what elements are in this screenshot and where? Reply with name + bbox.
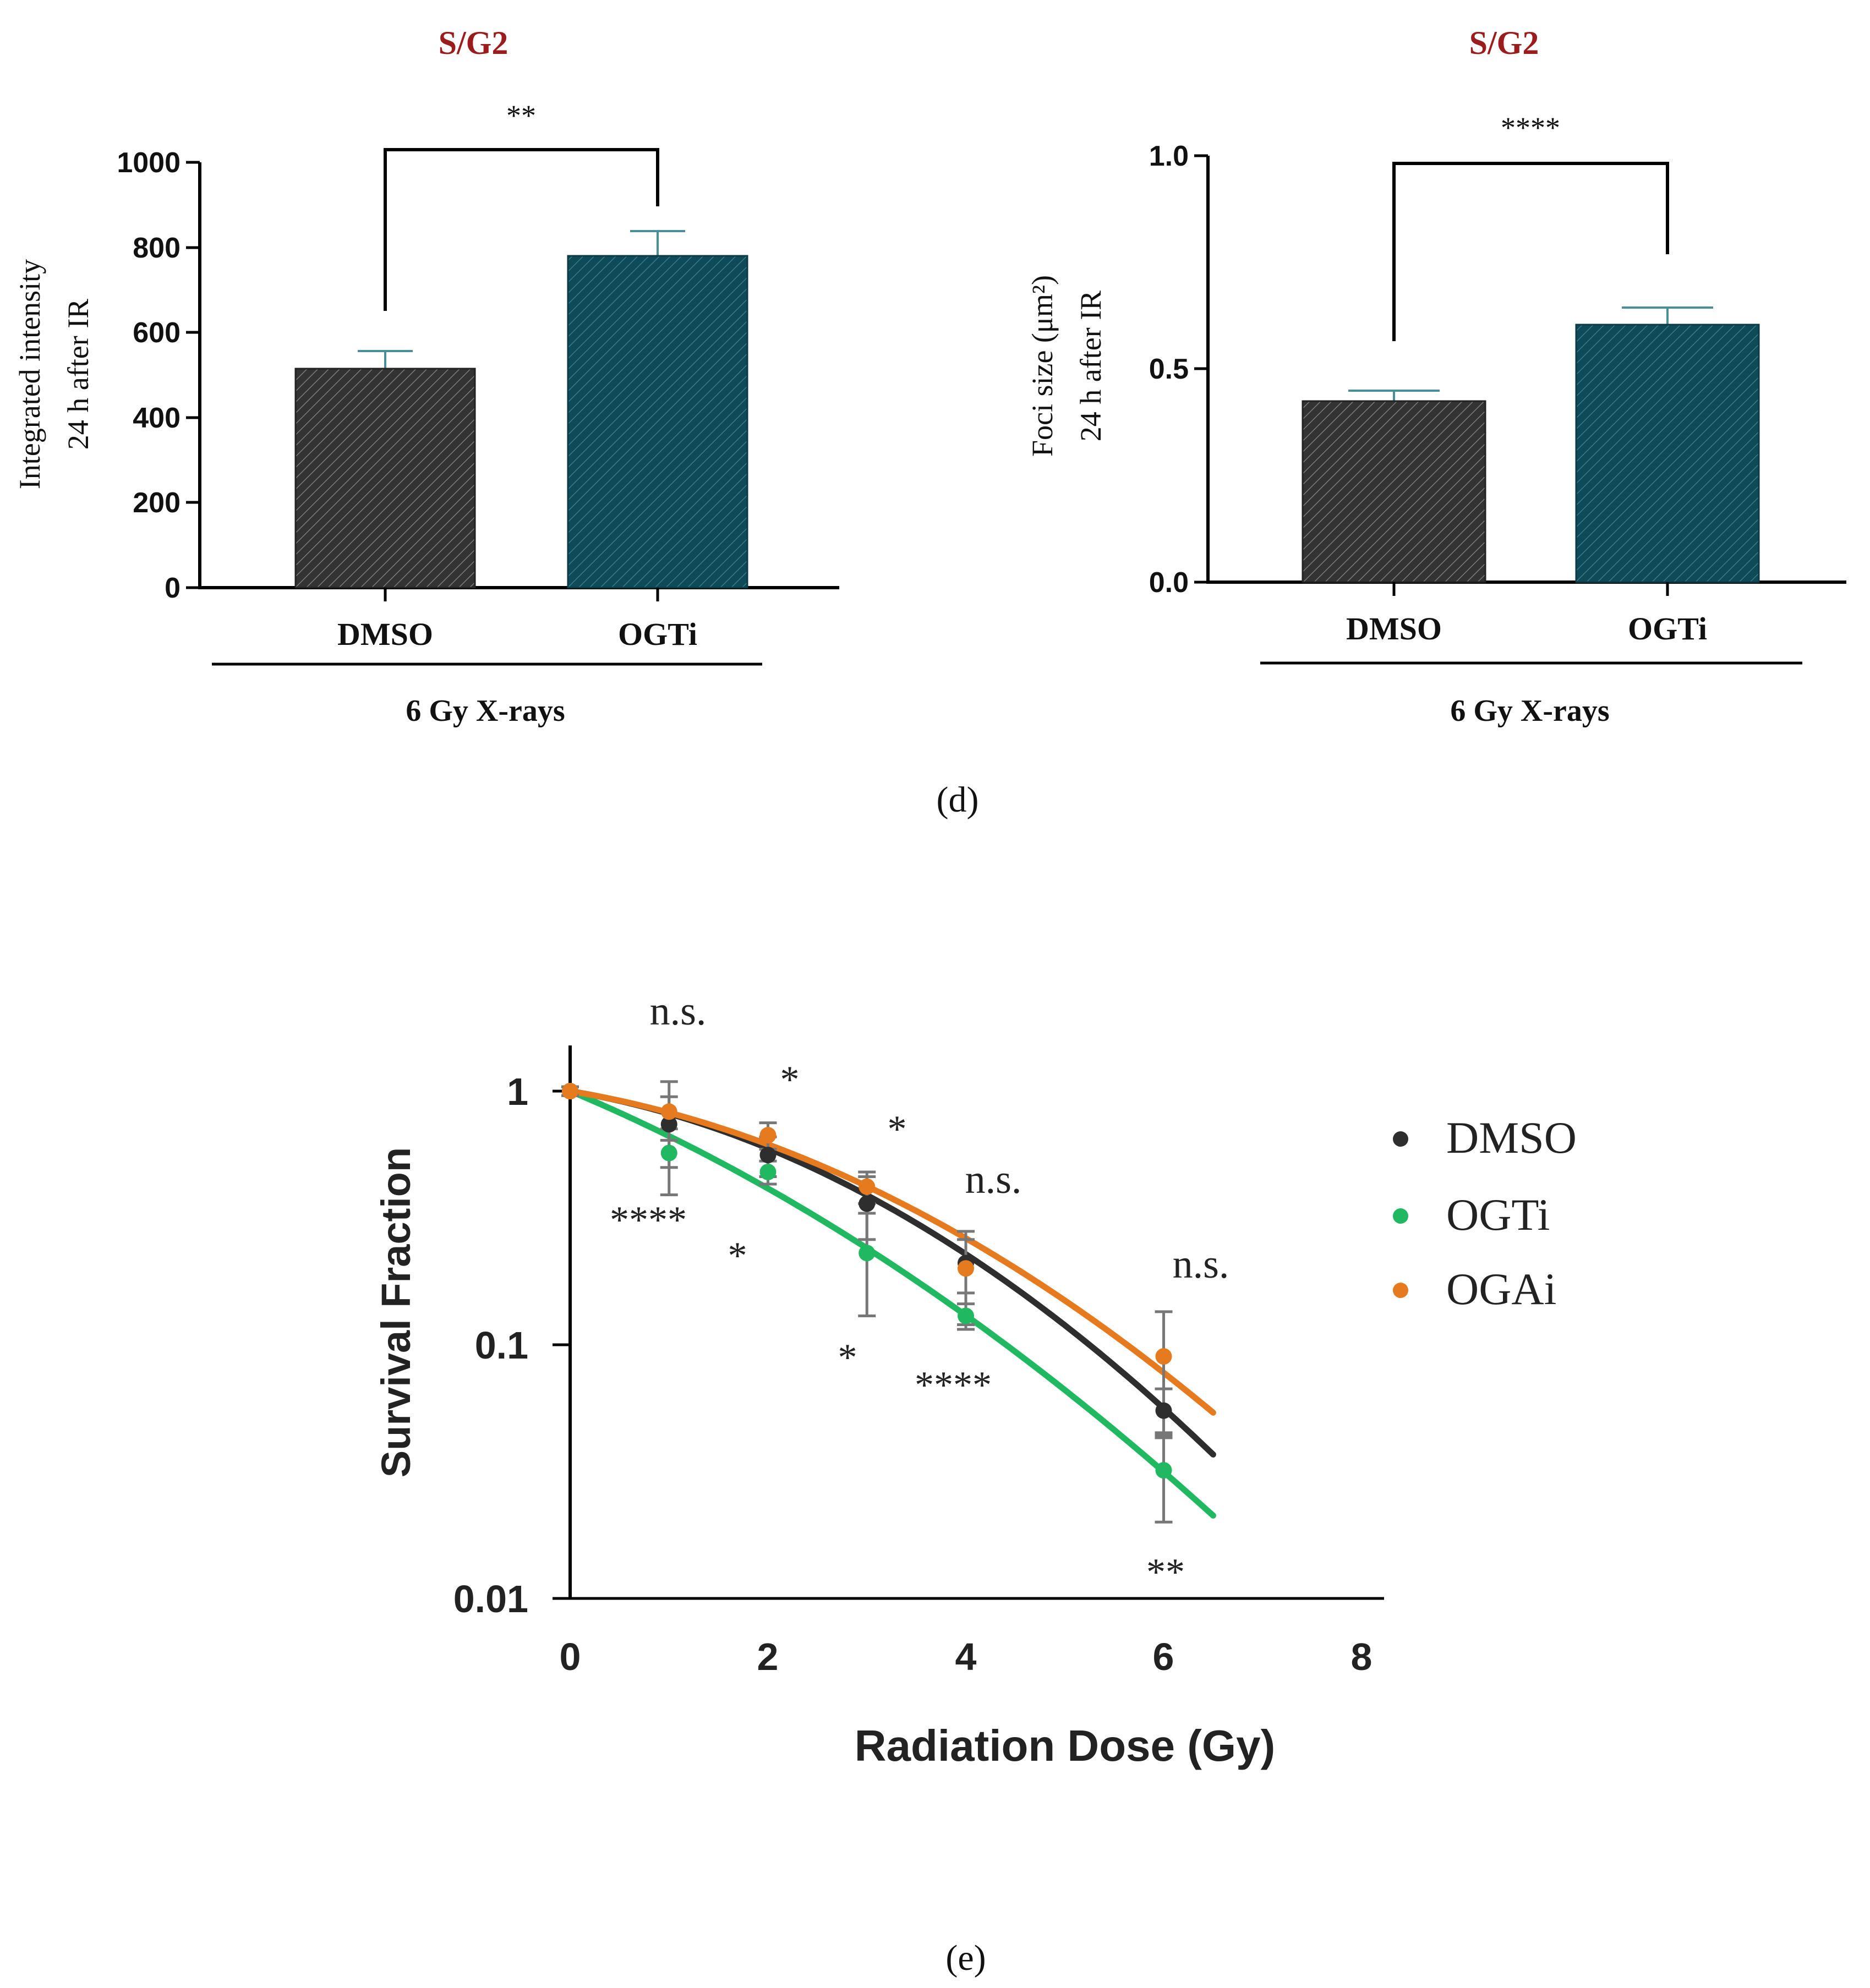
errorbar-ogti — [630, 230, 685, 256]
chart-e: Survival Fraction 0.01 0.1 1 0 2 4 6 8 R… — [373, 989, 1577, 1770]
data-point-ogai — [562, 1083, 578, 1099]
y-tick-label: 600 — [133, 317, 181, 349]
bar-ogti — [1575, 324, 1760, 583]
legend-label-ogti: OGTi — [1446, 1190, 1550, 1240]
bar-ogti — [567, 255, 748, 589]
chart-title: S/G2 — [1469, 25, 1539, 61]
y-tick-label: 800 — [133, 232, 181, 264]
error-bars — [561, 1080, 1173, 1524]
y-ticks — [553, 1089, 570, 1600]
y-tick-label: 0.0 — [1149, 567, 1189, 599]
data-point-ogti — [958, 1307, 974, 1324]
y-tick-label: 1.0 — [1149, 140, 1189, 172]
x-tick-label-dmso: DMSO — [337, 616, 433, 652]
error-bar-ogti — [858, 1212, 876, 1317]
x-tick-label: 8 — [1351, 1635, 1373, 1678]
y-tick-label: 400 — [133, 402, 181, 434]
data-point-dmso — [759, 1147, 777, 1164]
data-point-ogai — [1155, 1348, 1172, 1365]
fit-curve-ogai — [567, 1088, 1216, 1416]
legend-label-dmso: DMSO — [1446, 1113, 1577, 1163]
x-tick-label-ogti: OGTi — [1628, 611, 1707, 647]
significance-bracket — [384, 148, 659, 311]
data-point-ogti — [1155, 1462, 1172, 1479]
annotation-star: * — [838, 1337, 857, 1379]
y-axis-label: Survival Fraction — [373, 1147, 419, 1477]
x-tick-label-dmso: DMSO — [1346, 611, 1442, 647]
annotation-star: * — [888, 1108, 907, 1151]
chart-d-right: S/G2 Foci size (μm²) 24 h after IR 0.0 0… — [1026, 25, 1846, 728]
x-tick-label-ogti: OGTi — [618, 616, 697, 652]
y-tick-label: 200 — [133, 487, 181, 519]
y-tick-label: 0.1 — [475, 1324, 528, 1367]
data-point-ogai — [660, 1103, 677, 1120]
data-point-ogti — [859, 1245, 876, 1262]
annotation-star: * — [780, 1059, 800, 1101]
group-label: 6 Gy X-rays — [406, 694, 565, 728]
x-tick-label: 2 — [757, 1635, 779, 1678]
chart-d-left: S/G2 Integrated intensity 24 h after IR … — [13, 25, 839, 728]
y-tick-label: 1 — [507, 1070, 528, 1113]
panel-label-e: (e) — [945, 1938, 986, 1978]
y-tick-label: 1000 — [117, 147, 181, 179]
y-axis-label-line2: 24 h after IR — [1074, 291, 1107, 441]
legend-marker-ogti — [1393, 1208, 1408, 1224]
annotation-ns: n.s. — [650, 989, 707, 1034]
data-point-dmso — [859, 1195, 876, 1212]
annotation-ns: n.s. — [965, 1157, 1022, 1202]
y-axis-label-line2: 24 h after IR — [62, 299, 95, 450]
x-tick-label: 0 — [560, 1635, 581, 1678]
significance-bracket — [1392, 162, 1669, 341]
errorbar-dmso — [358, 350, 413, 369]
error-bar-ogti — [1155, 1433, 1173, 1524]
legend-marker-ogai — [1393, 1283, 1408, 1298]
annotation-star: * — [728, 1235, 747, 1277]
y-ticks — [186, 161, 200, 589]
annotation-star: **** — [610, 1199, 687, 1241]
data-point-ogti — [759, 1163, 777, 1180]
chart-title: S/G2 — [439, 25, 508, 61]
data-point-ogai — [859, 1178, 876, 1195]
y-axis-label-line1: Foci size (μm²) — [1026, 275, 1059, 457]
significance-label: **** — [1501, 111, 1560, 144]
group-label: 6 Gy X-rays — [1450, 694, 1609, 728]
x-axis-label: Radiation Dose (Gy) — [855, 1721, 1276, 1770]
bar-dmso — [294, 368, 476, 589]
y-axis-label-line1: Integrated intensity — [13, 259, 46, 489]
bar-dmso — [1302, 400, 1486, 583]
significance-label: ** — [506, 99, 536, 132]
data-point-ogai — [759, 1127, 777, 1144]
legend-label-ogai: OGAi — [1446, 1264, 1556, 1314]
data-point-dmso — [660, 1116, 677, 1133]
y-tick-label: 0 — [165, 572, 181, 604]
y-tick-label: 0.5 — [1149, 353, 1189, 385]
data-point-ogti — [660, 1144, 677, 1162]
x-tick-label: 4 — [955, 1635, 977, 1678]
legend: DMSO OGTi OGAi — [1393, 1113, 1577, 1314]
legend-marker-dmso — [1393, 1131, 1408, 1147]
annotation-ns: n.s. — [1173, 1242, 1229, 1287]
data-point-dmso — [1155, 1402, 1172, 1419]
y-tick-label: 0.01 — [453, 1578, 528, 1620]
panel-label-d: (d) — [937, 780, 979, 820]
annotation-star: ** — [1146, 1551, 1185, 1593]
data-point-ogai — [958, 1260, 974, 1277]
annotation-star: **** — [915, 1364, 992, 1406]
errorbar-ogti — [1622, 306, 1713, 325]
data-points — [562, 1083, 1172, 1479]
errorbar-dmso — [1348, 390, 1440, 401]
x-tick-label: 6 — [1153, 1635, 1174, 1678]
